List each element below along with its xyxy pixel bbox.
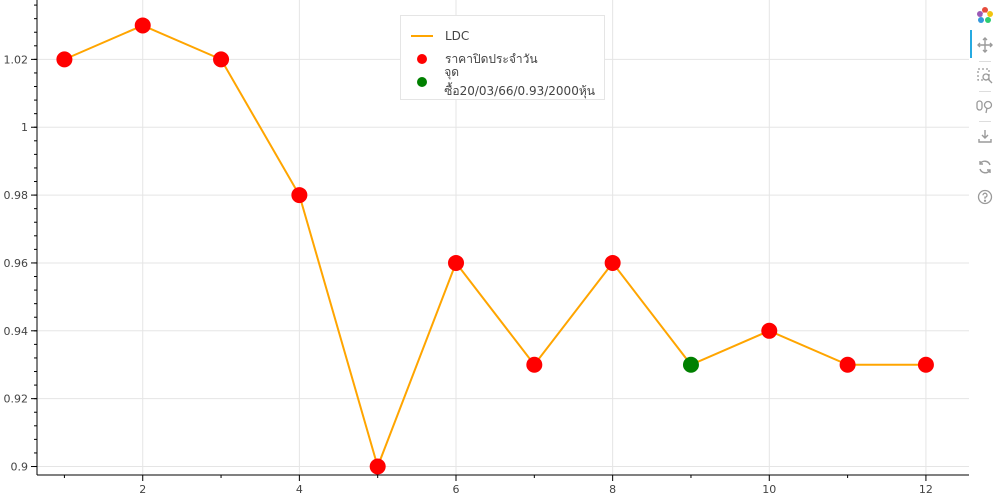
- legend-label-buy: จุดซื้อ20/03/66/0.93/2000หุ้น: [444, 65, 595, 98]
- data-point-close: [213, 51, 230, 68]
- data-point-close: [369, 458, 386, 475]
- legend-line-swatch: [411, 26, 433, 46]
- x-tick-label: 4: [296, 483, 303, 496]
- data-point-close: [604, 254, 621, 271]
- legend-line-ldc: [411, 35, 433, 37]
- toolbar-separator: [979, 121, 991, 122]
- y-tick-label: 0.94: [4, 325, 29, 338]
- data-point-close: [761, 322, 778, 339]
- data-point-close: [291, 187, 308, 204]
- box-zoom-tool-icon[interactable]: [974, 65, 996, 87]
- legend-dot-swatch: [411, 49, 433, 69]
- legend-dot-close: [417, 54, 427, 64]
- y-tick-label: 0.92: [4, 393, 29, 406]
- x-tick-label: 8: [609, 483, 616, 496]
- help-tool-icon[interactable]: [974, 186, 996, 208]
- series-line-ldc: [64, 24, 926, 470]
- data-point-close: [526, 356, 543, 373]
- y-tick-label: 0.96: [4, 257, 29, 270]
- bokeh-logo-icon[interactable]: [976, 6, 994, 24]
- legend-label-close: ราคาปิดประจำวัน: [445, 51, 538, 66]
- active-tool-indicator: [970, 30, 972, 58]
- legend-item-ldc: LDC: [411, 26, 469, 46]
- x-tick-label: 12: [919, 483, 933, 496]
- legend-dot-swatch: [411, 72, 432, 92]
- x-tick-label: 6: [453, 483, 460, 496]
- legend: LDC ราคาปิดประจำวัน จุดซื้อ20/03/66/0.93…: [400, 15, 605, 100]
- wheel-zoom-tool-icon[interactable]: [974, 95, 996, 117]
- data-point-close: [448, 254, 465, 271]
- reset-tool-icon[interactable]: [974, 156, 996, 178]
- data-point-close: [839, 356, 856, 373]
- legend-dot-buy: [417, 77, 427, 87]
- legend-item-close: ราคาปิดประจำวัน: [411, 49, 538, 69]
- legend-item-buy: จุดซื้อ20/03/66/0.93/2000หุ้น: [411, 65, 604, 98]
- legend-label-ldc: LDC: [445, 29, 470, 43]
- y-tick-label: 1: [21, 121, 28, 134]
- data-point-close: [917, 356, 934, 373]
- y-tick-label: 0.9: [11, 461, 29, 474]
- y-tick-label: 0.98: [4, 189, 29, 202]
- pan-tool-icon[interactable]: [974, 34, 996, 56]
- y-tick-label: 1.02: [4, 53, 29, 66]
- toolbar: [970, 0, 1000, 220]
- toolbar-separator: [979, 91, 991, 92]
- axes: 2 4 6 8 10 12 0.9 0.92 0.94 0.96 0.98 1 1.02: [4, 0, 969, 496]
- data-point-close: [134, 17, 151, 34]
- data-point-close: [56, 51, 73, 68]
- toolbar-separator: [979, 61, 991, 62]
- x-tick-label: 2: [139, 483, 146, 496]
- save-tool-icon[interactable]: [974, 125, 996, 147]
- series-points: [56, 17, 934, 475]
- series-line-ldc-path: [64, 24, 926, 470]
- x-tick-label: 10: [762, 483, 776, 496]
- data-point-buy: [682, 356, 699, 373]
